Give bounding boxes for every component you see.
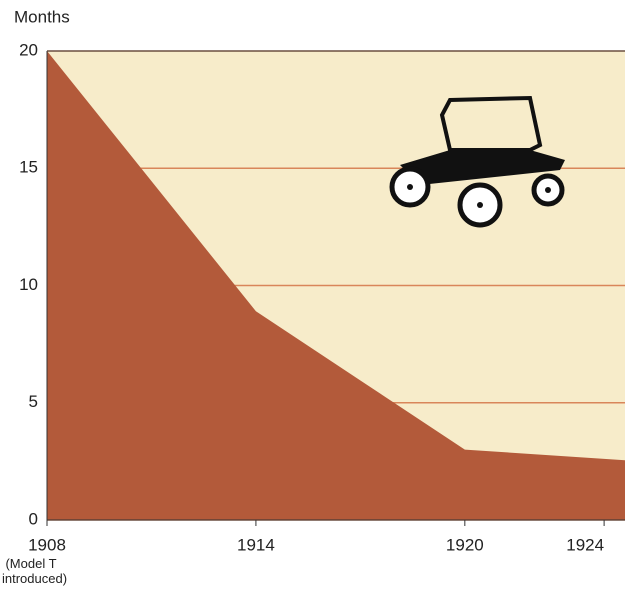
car-hub: [407, 184, 413, 190]
y-tick-label: 10: [19, 275, 38, 294]
y-axis-label: Months: [14, 7, 70, 26]
car-hub: [545, 187, 551, 193]
x-tick-label: 1924: [566, 535, 604, 554]
chart: Months 0 5 10 15 20 1908 1914 1920 1924: [0, 0, 625, 592]
y-tick-label: 20: [19, 40, 38, 59]
x-tick-label: 1908: [28, 535, 66, 554]
annotation: (Model T introduced): [2, 556, 60, 586]
page: {"chart_data": {"type": "area", "y_label…: [0, 0, 625, 592]
y-tick-label: 5: [29, 392, 38, 411]
x-tick-label: 1920: [446, 535, 484, 554]
car-hub: [477, 202, 483, 208]
x-tick-label: 1914: [237, 535, 275, 554]
y-tick-label: 15: [19, 158, 38, 177]
y-tick-label: 0: [29, 509, 38, 528]
